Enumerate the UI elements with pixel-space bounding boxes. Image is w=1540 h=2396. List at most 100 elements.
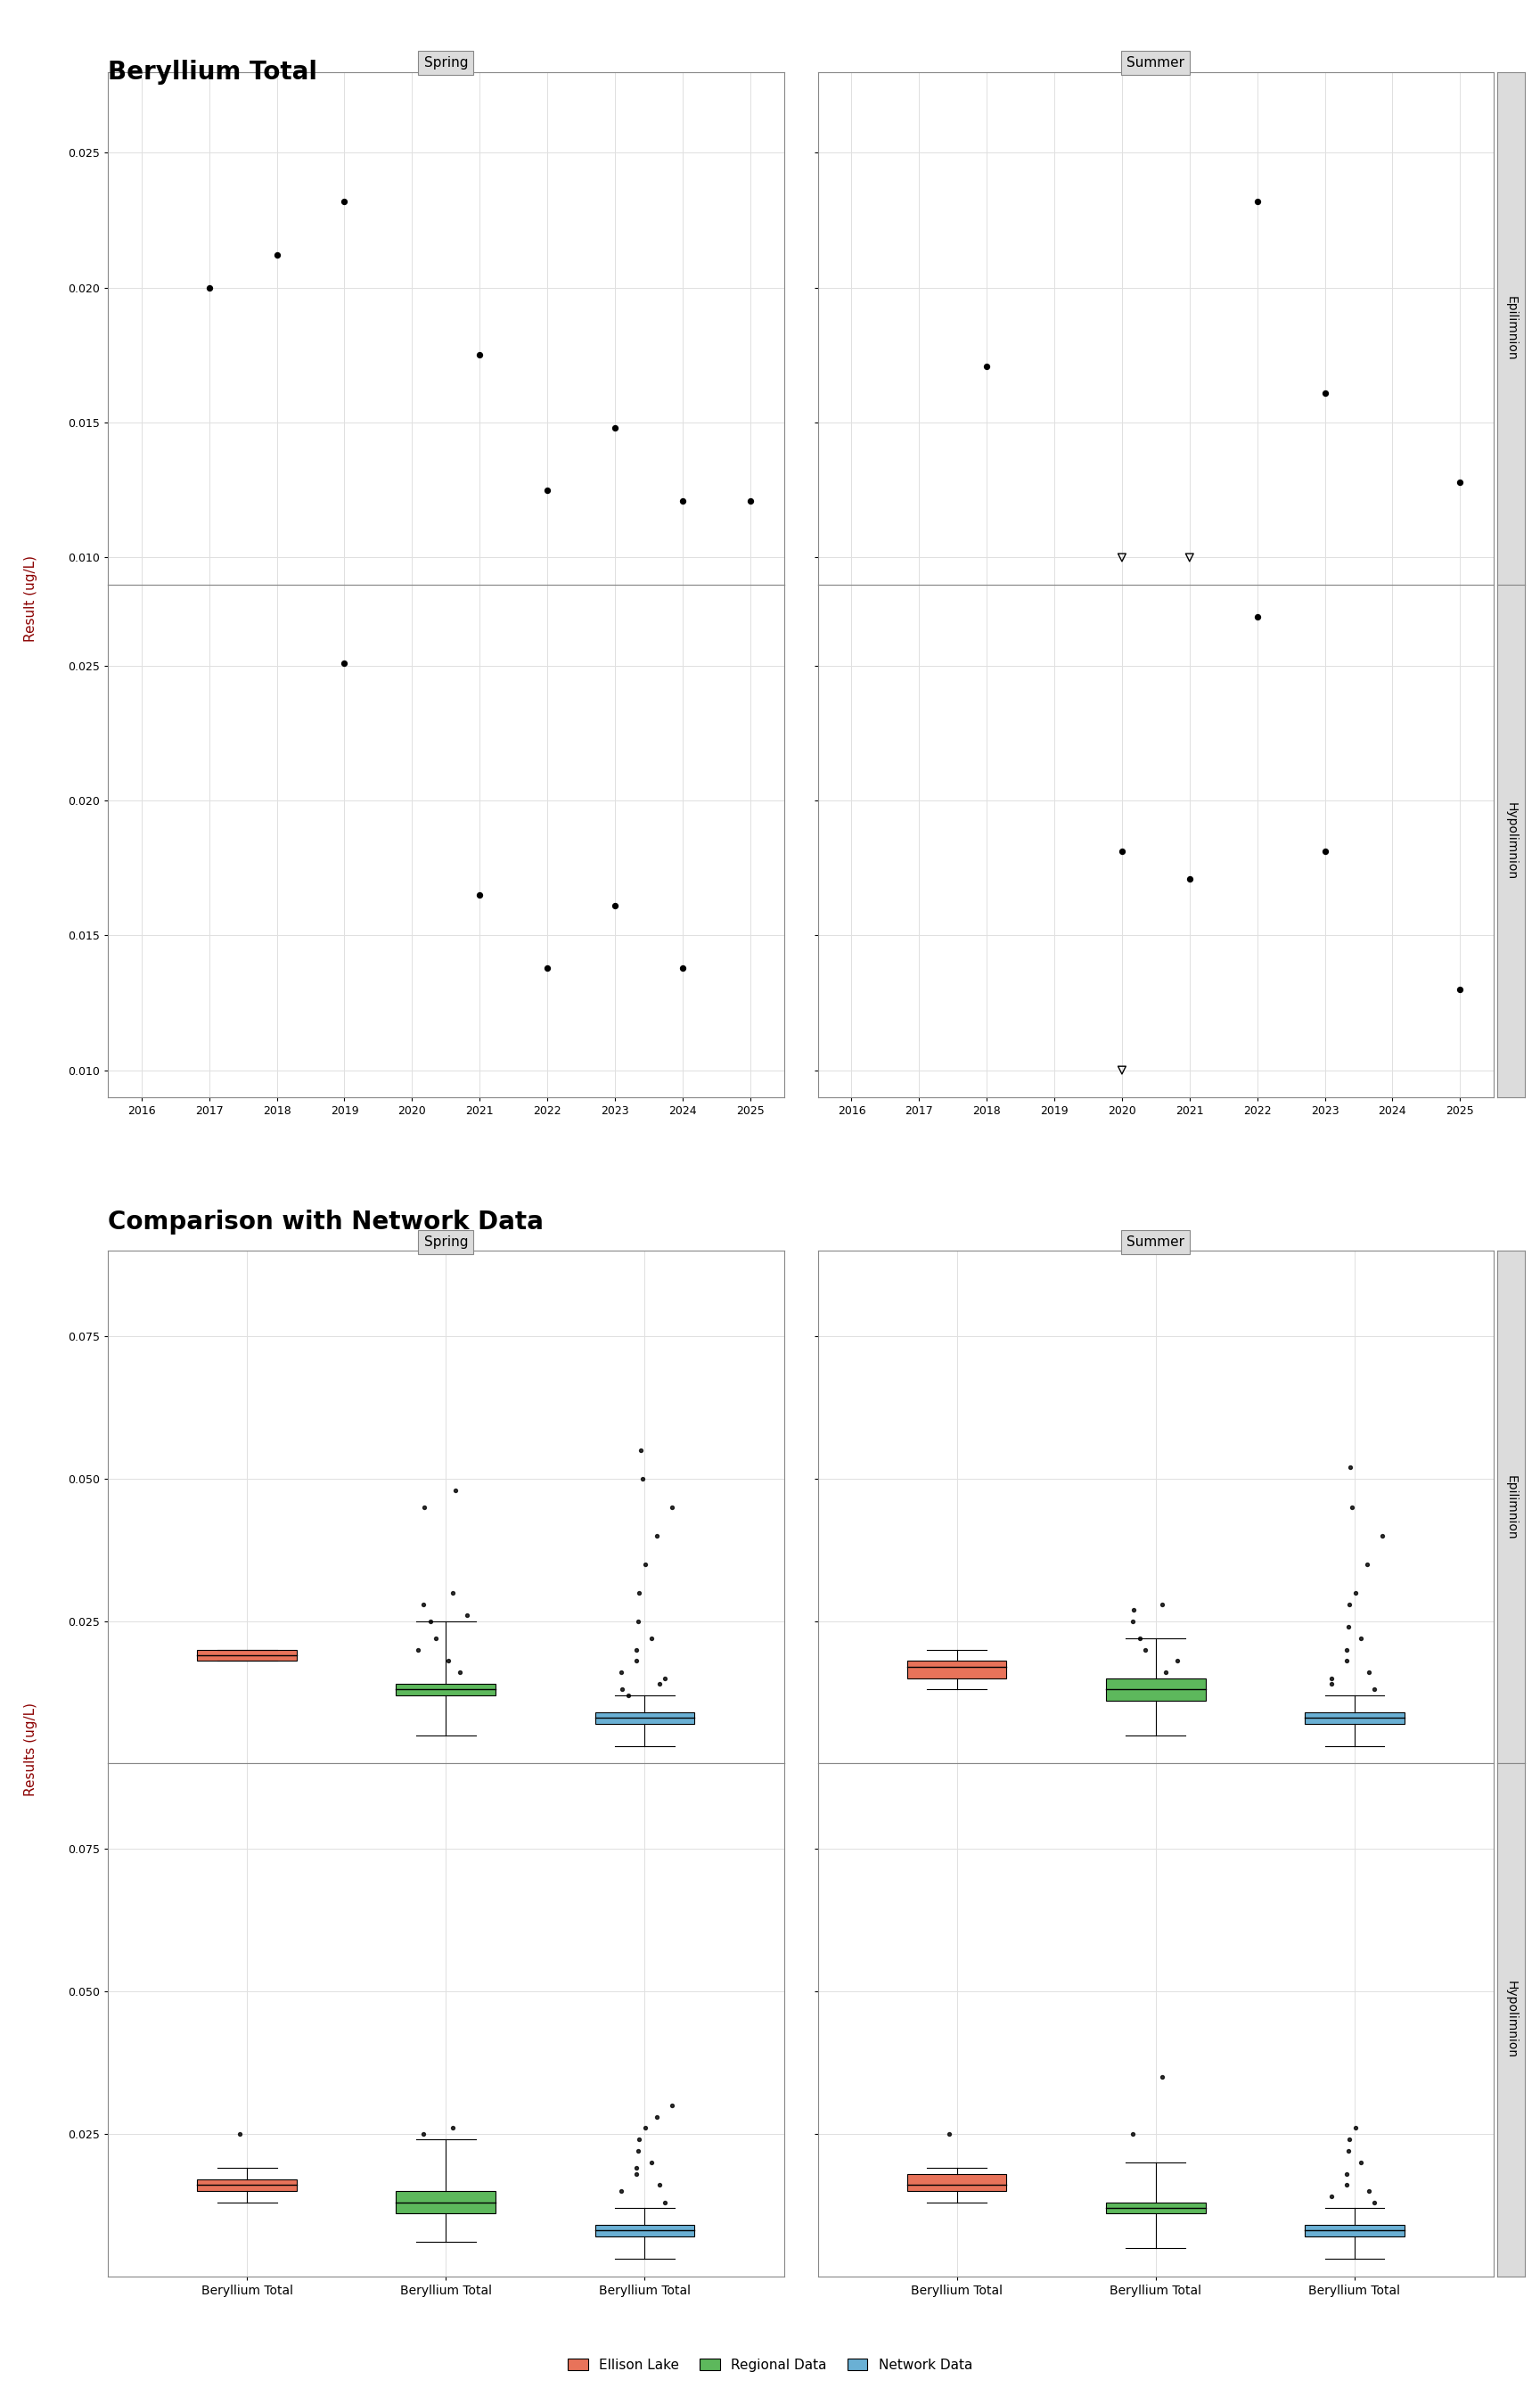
Point [653,1658,678,1696]
Point [1164,1641,1189,1680]
Point [1312,831,1337,870]
Point [1340,1488,1364,1526]
Point [1337,2120,1361,2159]
Point [633,2108,658,2147]
Text: Epilimnion: Epilimnion [1505,295,1517,359]
FancyBboxPatch shape [1106,1677,1206,1701]
Point [1244,182,1269,220]
Point [659,1488,684,1526]
FancyBboxPatch shape [594,2226,695,2235]
Point [1150,2058,1175,2096]
Point [1334,2166,1358,2204]
Point [467,335,491,374]
Point [1334,1641,1358,1680]
Point [608,2171,633,2209]
Point [1334,2154,1358,2192]
Point [627,2120,651,2159]
Point [417,1603,442,1641]
Point [616,1677,641,1716]
Point [440,2108,465,2147]
Point [1177,860,1201,898]
Point [1363,2183,1388,2221]
FancyBboxPatch shape [396,2190,496,2214]
Point [1244,597,1269,635]
Text: Comparison with Network Data: Comparison with Network Data [108,1210,544,1234]
Point [1318,1658,1343,1696]
Point [628,1430,653,1469]
Point [228,2116,253,2154]
FancyBboxPatch shape [1106,2202,1206,2214]
Point [454,1596,479,1634]
Point [411,1488,436,1526]
Point [639,2142,664,2180]
Point [534,949,559,987]
Point [333,645,357,683]
Point [1133,1632,1158,1670]
Point [1343,2108,1368,2147]
Point [1312,374,1337,412]
Point [1337,1584,1361,1622]
Point [670,482,695,520]
FancyBboxPatch shape [907,2173,1007,2190]
Title: Summer: Summer [1127,1236,1184,1248]
Text: Result (ug/L): Result (ug/L) [25,556,37,642]
Text: Epilimnion: Epilimnion [1505,1476,1517,1541]
Point [624,2154,648,2192]
Point [645,1517,670,1555]
Point [602,887,627,925]
Point [1320,1665,1344,1704]
Point [444,1471,468,1509]
Point [627,1574,651,1613]
Point [645,2096,670,2135]
Point [1318,2178,1343,2216]
Point [624,2149,648,2188]
Legend: Ellison Lake, Regional Data, Network Data: Ellison Lake, Regional Data, Network Dat… [562,2353,978,2377]
Point [1121,1603,1146,1641]
Point [1110,1052,1135,1090]
FancyBboxPatch shape [1304,2226,1404,2235]
Point [670,949,695,987]
Point [608,1653,633,1692]
Point [975,347,999,386]
Point [265,237,290,276]
Point [938,2116,962,2154]
Point [659,2087,684,2125]
Point [1357,2171,1381,2209]
Point [647,2166,671,2204]
Point [1335,1608,1360,1646]
Point [1177,539,1201,577]
FancyBboxPatch shape [197,1651,297,1660]
Point [1150,1584,1175,1622]
Point [411,2116,436,2154]
FancyBboxPatch shape [396,1684,496,1696]
Point [1448,970,1472,1009]
Text: Beryllium Total: Beryllium Total [108,60,317,84]
Point [467,875,491,913]
Point [633,1545,658,1584]
Point [602,410,627,448]
Point [1343,1574,1368,1613]
Point [534,472,559,510]
Point [627,2132,651,2171]
Point [1121,2116,1146,2154]
Point [647,1665,671,1704]
Point [424,1620,448,1658]
Point [1127,1620,1152,1658]
Point [1335,2132,1360,2171]
Point [411,1584,436,1622]
Point [1349,2142,1374,2180]
Point [624,1641,648,1680]
Point [1110,539,1135,577]
Point [1338,1447,1363,1486]
Title: Spring: Spring [424,1236,468,1248]
Text: Hypolimnion: Hypolimnion [1505,803,1517,879]
FancyBboxPatch shape [594,1713,695,1723]
Point [627,1603,651,1641]
Text: Hypolimnion: Hypolimnion [1505,1981,1517,2058]
Point [610,1670,634,1708]
FancyBboxPatch shape [1304,1713,1404,1723]
Point [436,1641,460,1680]
FancyBboxPatch shape [197,2180,297,2190]
Point [1369,1517,1394,1555]
Text: Results (ug/L): Results (ug/L) [25,1701,37,1797]
